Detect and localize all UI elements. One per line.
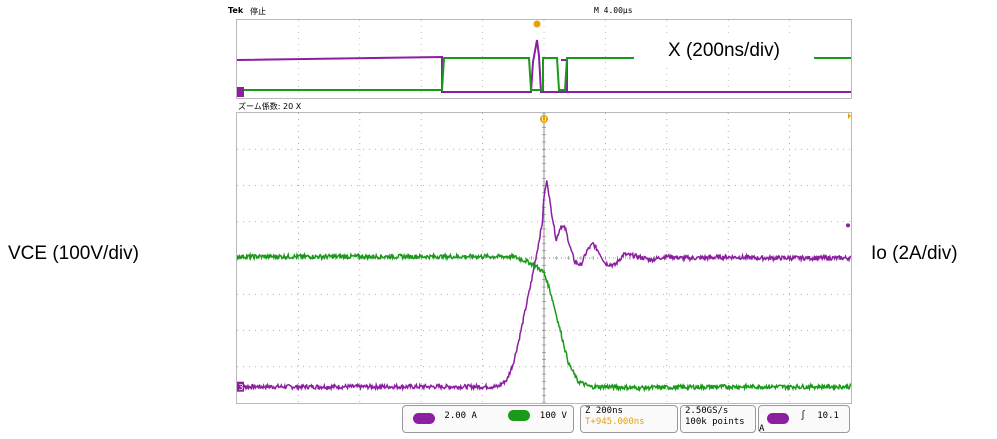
ch3-offset-icon [846,223,850,228]
ch3-marker-label: 3 [239,383,244,392]
ch4-scale: 100 V [539,410,567,421]
zoom-timebase-box: Z 200ns T+945.000ns [580,405,678,433]
vce-trace-line [236,251,852,393]
ch4-indicator-icon [508,409,531,421]
scope-status-bar: Tek 停止 M 4.00µs [228,6,850,18]
trigger-marker-label: U [542,116,547,124]
ch3-marker [237,381,244,392]
trigger-marker-icon [540,115,548,123]
zoom-plot: 3U [236,112,852,404]
zoom-factor-label: ズーム係数: 20 X [238,102,302,111]
trigger-level: 10.1 A [759,410,839,435]
x-axis-label: X (200ns/div) [634,36,814,66]
zoom-position: T+945.000ns [585,417,645,427]
brand-logo: Tek [228,6,244,15]
sample-rate: 2.50GS/s [685,406,729,416]
channel-readout-bar: 2.00 A 100 V Z 200ns T+945.000ns 2.50GS/… [236,405,850,435]
trigger-slope-icon: ∫ [800,410,806,421]
acquisition-box: 2.50GS/s 100k points [680,405,756,433]
overview-plot [236,20,851,98]
trigger-source-icon [767,413,789,424]
overview-ch3-marker [237,87,244,97]
overview-vce-trace [237,57,851,91]
vce-axis-label: VCE (100V/div) [8,243,139,264]
io-axis-label: Io (2A/div) [871,243,958,264]
trigger-box: ∫ 10.1 A [758,405,850,435]
trigger-level-icon [848,113,851,119]
acquisition-state: 停止 [250,7,266,16]
record-length: 100k points [685,417,745,427]
main-timebase: M 4.00µs [594,6,633,15]
channel-readouts: 2.00 A 100 V [402,405,574,433]
overview-trigger-icon [533,20,541,28]
zoom-timebase: Z 200ns [585,406,623,416]
ch3-scale: 2.00 A [444,410,477,421]
io-trace-line [236,180,852,392]
ch3-indicator-icon [413,413,435,424]
